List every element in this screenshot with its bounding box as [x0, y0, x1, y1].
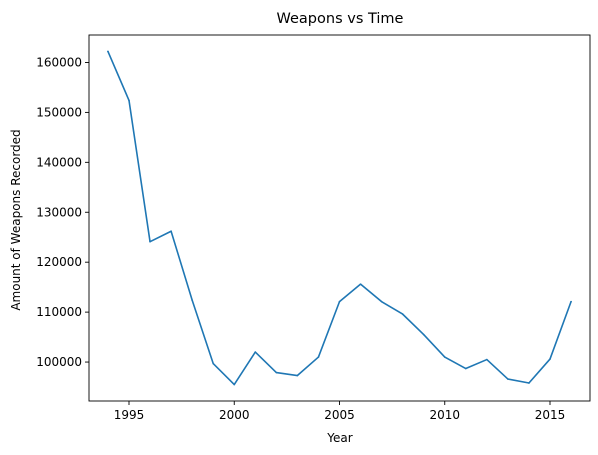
y-tick-label: 100000: [36, 355, 82, 369]
data-point: [254, 351, 256, 353]
data-point: [465, 368, 467, 370]
data-point: [297, 375, 299, 377]
data-point: [528, 382, 530, 384]
series-line: [108, 51, 571, 384]
data-point: [423, 334, 425, 336]
x-tick-label: 1995: [114, 408, 145, 422]
data-point: [360, 283, 362, 285]
data-point: [381, 301, 383, 303]
plot-area: 1995 2000 2005 2010 2015 100000 110000 120000 13…: [36, 35, 590, 422]
data-point: [507, 378, 509, 380]
x-axis-label: Year: [326, 431, 352, 445]
y-tick-label: 160000: [36, 55, 82, 69]
data-point: [107, 51, 109, 53]
x-tick-label: 2005: [324, 408, 355, 422]
data-point: [318, 356, 320, 358]
x-tick-label: 2000: [219, 408, 250, 422]
data-point: [128, 100, 130, 102]
y-tick-label: 150000: [36, 105, 82, 119]
data-point: [402, 313, 404, 315]
y-axis-label: Amount of Weapons Recorded: [9, 129, 23, 310]
data-point: [570, 301, 572, 303]
data-point: [212, 363, 214, 365]
data-point: [549, 358, 551, 360]
plot-frame: [89, 35, 590, 401]
y-tick-label: 120000: [36, 255, 82, 269]
data-point: [339, 301, 341, 303]
data-point: [486, 359, 488, 361]
data-point: [149, 241, 151, 243]
x-tick-label: 2010: [429, 408, 460, 422]
x-tick-label: 2015: [535, 408, 566, 422]
data-point: [276, 372, 278, 374]
y-tick-label: 130000: [36, 205, 82, 219]
data-point: [170, 230, 172, 232]
data-point: [233, 384, 235, 386]
chart-title: Weapons vs Time: [277, 11, 404, 27]
y-tick-label: 140000: [36, 155, 82, 169]
data-point: [191, 299, 193, 301]
y-tick-label: 110000: [36, 305, 82, 319]
data-point: [444, 356, 446, 358]
